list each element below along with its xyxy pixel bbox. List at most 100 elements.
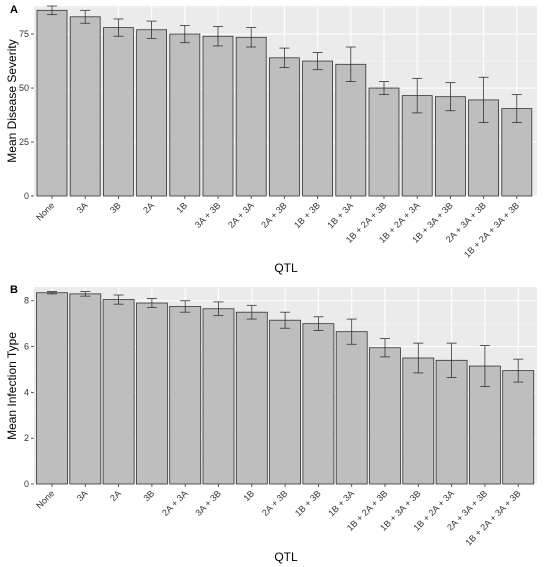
- bar-2a-3b: [269, 319, 302, 485]
- panel-a-y-tick-label: 0: [24, 191, 29, 201]
- panel-b-x-ticks: None 3A 2A 3B 2A + 3A 3A + 3B 1B 2A + 3B 1B + 3B…: [34, 484, 523, 548]
- error-bar: [279, 47, 290, 68]
- error-bar: [47, 291, 57, 295]
- error-bar: [445, 82, 456, 112]
- bar-1b-2a-3a-3b: [502, 370, 535, 485]
- panel-b-y-tick-label: 6: [24, 342, 29, 352]
- bar-1b-2a-3a-3b: [501, 108, 533, 197]
- error-bar: [478, 76, 489, 123]
- panel-b-y-tick-label: 0: [24, 479, 29, 489]
- bar-1b-3b: [302, 323, 335, 485]
- error-bar: [213, 301, 224, 317]
- error-bar: [246, 304, 257, 320]
- panel-b-y-tick-label: 2: [24, 433, 29, 443]
- bar-1b-3a-3b: [434, 96, 466, 197]
- panel-a-letter: A: [10, 4, 18, 16]
- panel-b-x-tick-label: 1B + 3A: [326, 488, 356, 518]
- panel-b-x-tick-label: 3B: [141, 488, 156, 503]
- panel-a-x-tick-label: None: [34, 200, 56, 222]
- panel-b-y-axis-title: Mean Infection Type: [5, 332, 19, 440]
- panel-a-x-tick-label: 3B: [108, 200, 123, 215]
- panel-b-x-tick-label: 3A + 3B: [193, 488, 223, 518]
- bar-none: [36, 292, 68, 485]
- bar-1b: [169, 33, 201, 197]
- bar-1b: [235, 311, 268, 485]
- error-bar: [47, 5, 57, 16]
- panel-a-y-tick-label: 50: [19, 83, 29, 93]
- error-bar: [479, 345, 490, 388]
- bar-1b-2a-3b: [369, 347, 401, 485]
- error-bar: [80, 9, 91, 24]
- bar-2a: [136, 29, 168, 197]
- error-bar: [379, 81, 389, 95]
- panel-a-x-tick-label: 2A + 3A: [226, 200, 256, 230]
- bar-2a-3a: [235, 36, 267, 197]
- panel-b-x-tick-label: 2A + 3A: [160, 488, 190, 518]
- error-bar: [513, 358, 524, 383]
- error-bar: [313, 316, 324, 331]
- bar-3a-3b: [202, 35, 234, 197]
- panel-b-x-tick-label: None: [34, 488, 56, 510]
- error-bar: [246, 27, 257, 48]
- panel-b-x-axis-title: QTL: [274, 550, 298, 564]
- panel-a: A 0 25 50 75 None 3A 3B 2A 1B 3A + 3B 2A + 3A 2A +…: [5, 4, 537, 275]
- error-bar: [180, 300, 191, 313]
- bar-3a: [69, 293, 102, 485]
- panel-a-x-tick-label: 3A: [75, 200, 90, 215]
- error-bar: [312, 52, 323, 71]
- error-bar: [113, 18, 124, 37]
- panel-a-y-tick-label: 25: [19, 137, 29, 147]
- bar-1b-2a-3b: [368, 87, 400, 197]
- panel-a-x-tick-label: 1B + 3A: [325, 200, 355, 230]
- panel-b-y-tick-label: 4: [24, 387, 29, 397]
- error-bar: [213, 26, 223, 47]
- bar-1b-3a: [335, 331, 368, 485]
- error-bar: [113, 294, 124, 305]
- panel-b-x-tick-label: 2A + 3B: [260, 488, 290, 518]
- error-bar: [511, 94, 522, 123]
- error-bar: [146, 20, 157, 39]
- panel-b-x-tick-label: 1B + 3B: [293, 488, 323, 518]
- panel-b-y-tick-label: 8: [24, 296, 29, 306]
- bar-2a-3a: [169, 306, 202, 485]
- error-bar: [179, 25, 190, 44]
- bar-2a-3b: [268, 57, 300, 197]
- bar-3b: [135, 302, 168, 485]
- error-bar: [346, 318, 357, 345]
- panel-b-x-tick-label: 2A: [108, 488, 123, 503]
- panel-a-x-axis-title: QTL: [274, 261, 298, 275]
- panel-b-letter: B: [10, 284, 18, 296]
- panel-a-x-ticks: None 3A 3B 2A 1B 3A + 3B 2A + 3A 2A + 3B 1B + 3B…: [34, 196, 521, 260]
- bar-1b-3a-3b: [402, 357, 435, 485]
- error-bar: [146, 298, 157, 309]
- error-bar: [345, 46, 356, 82]
- panel-a-x-tick-label: 1B: [174, 200, 189, 215]
- panel-a-bars: [36, 5, 533, 197]
- bar-2a: [102, 299, 135, 485]
- bar-1b-3a: [335, 63, 367, 197]
- panel-a-y-tick-label: 75: [19, 29, 29, 39]
- panel-a-y-axis-title: Mean Disease Severity: [5, 39, 19, 162]
- bar-3a: [69, 16, 101, 197]
- bar-none: [36, 9, 68, 197]
- panel-a-y-ticks: 0 25 50 75: [19, 29, 34, 201]
- error-bar: [413, 342, 424, 374]
- error-bar: [280, 311, 291, 329]
- panel-b-y-ticks: 0 2 4 6 8: [24, 296, 34, 489]
- bar-3a-3b: [202, 308, 235, 485]
- panel-a-x-tick-label: 2A + 3B: [259, 200, 289, 230]
- panel-a-x-tick-label: 3A + 3B: [193, 200, 223, 230]
- panel-a-x-tick-label: 1B + 3B: [292, 200, 322, 230]
- error-bar: [80, 291, 91, 297]
- panel-a-x-tick-label: 2A: [141, 200, 156, 215]
- panel-b-bars: [36, 291, 535, 485]
- error-bar: [412, 77, 423, 114]
- panel-b-x-tick-label: 3A: [75, 488, 90, 503]
- error-bar: [446, 342, 457, 378]
- error-bar: [380, 338, 390, 358]
- panel-b-x-tick-label: 1B: [241, 488, 256, 503]
- panel-b: B 0 2 4 6 8 None 3A 2A 3B 2A + 3A 3A + 3B 1B 2A + 3…: [5, 284, 537, 564]
- bar-3b: [103, 27, 134, 197]
- bar-1b-2a-3a: [435, 359, 468, 485]
